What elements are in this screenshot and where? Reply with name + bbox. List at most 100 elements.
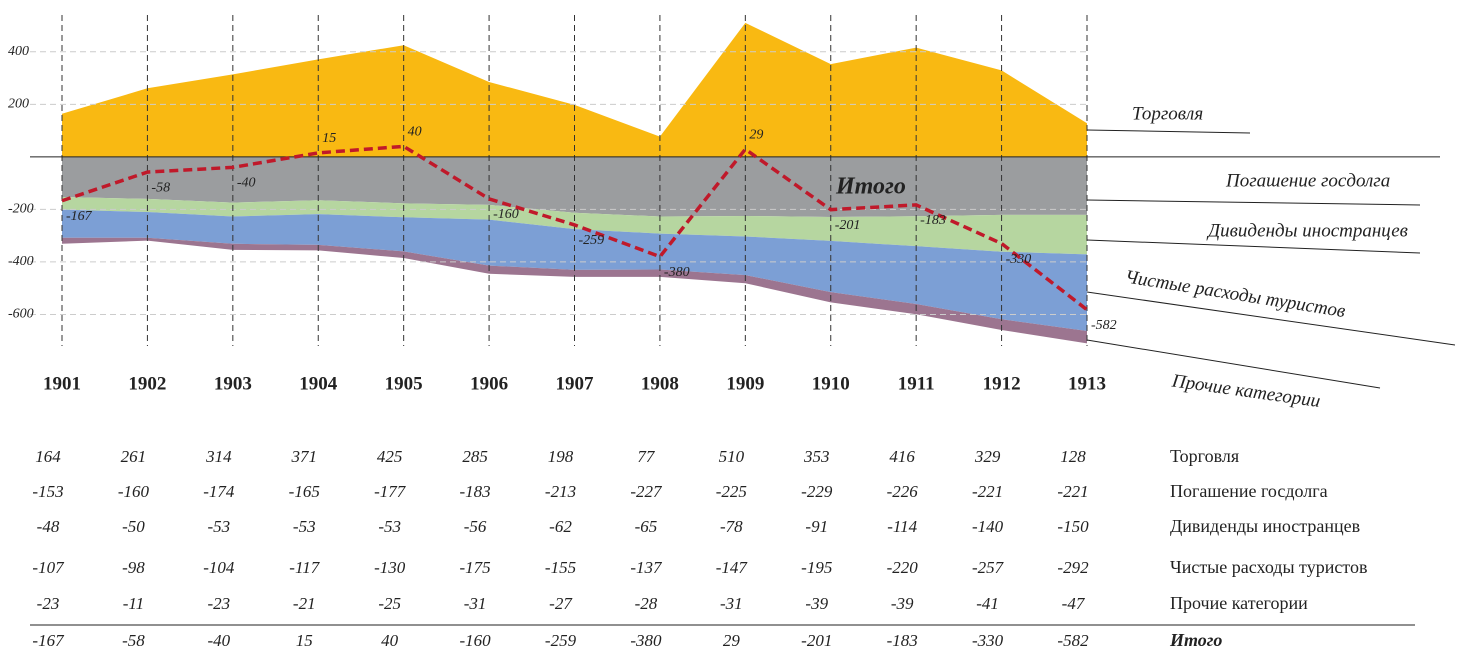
table-cell: -183 (459, 482, 490, 501)
y-tick-label: 200 (8, 97, 29, 112)
table-cell: -229 (801, 482, 833, 501)
data-label: -58 (151, 180, 170, 195)
total-line (61, 144, 1089, 312)
table-cell: -47 (1062, 594, 1086, 613)
leader-line (1086, 339, 1381, 389)
y-tick-label: 400 (8, 44, 29, 59)
table-cell: -50 (122, 517, 145, 536)
x-tick-label: 1912 (983, 373, 1021, 394)
table-cell: -227 (630, 482, 663, 501)
data-label: -259 (579, 233, 605, 248)
data-label: 15 (322, 131, 336, 146)
table-cell: -53 (293, 517, 316, 536)
table-cell: -257 (972, 558, 1005, 577)
table-cell: -98 (122, 558, 145, 577)
leader-line (1086, 239, 1421, 254)
table-cell: -40 (207, 631, 230, 650)
table-cell: -140 (972, 517, 1004, 536)
table-cell: 425 (377, 447, 403, 466)
table-cell: -114 (887, 517, 917, 536)
row-label: Чистые расходы туристов (1170, 557, 1367, 577)
table-cell: 15 (296, 631, 313, 650)
data-label: -40 (237, 176, 256, 191)
data-label: -380 (664, 265, 690, 280)
table-cell: 285 (462, 447, 488, 466)
table-cell: -23 (37, 594, 60, 613)
x-tick-label: 1909 (726, 373, 764, 394)
leader-line (1086, 291, 1456, 346)
table-cell: -25 (378, 594, 401, 613)
table-cell: -23 (207, 594, 230, 613)
table-cell: -91 (805, 517, 828, 536)
table-cell: -582 (1057, 631, 1089, 650)
table-cell: -213 (545, 482, 576, 501)
table-cell: -220 (887, 558, 919, 577)
x-tick-label: 1901 (43, 373, 81, 394)
leader-line (1086, 199, 1421, 206)
table-cell: 353 (803, 447, 830, 466)
table-cell: -160 (459, 631, 491, 650)
table-cell: -160 (118, 482, 150, 501)
data-label: -160 (493, 207, 519, 222)
table-cell: -330 (972, 631, 1004, 650)
data-label: 40 (408, 125, 422, 140)
x-tick-label: 1902 (128, 373, 166, 394)
table-cell: -167 (32, 631, 65, 650)
table-cell: -31 (464, 594, 487, 613)
legend-label: Прочие категории (1170, 370, 1322, 412)
table-cell: 371 (291, 447, 318, 466)
x-tick-label: 1910 (812, 373, 850, 394)
table-cell: 40 (381, 631, 399, 650)
x-tick-label: 1904 (299, 373, 338, 394)
table-cell: -137 (630, 558, 663, 577)
x-tick-label: 1903 (214, 373, 252, 394)
table-cell: -48 (37, 517, 60, 536)
table-cell: -11 (123, 594, 144, 613)
table-cell: -56 (464, 517, 487, 536)
row-label: Торговля (1170, 446, 1239, 466)
table-cell: 128 (1060, 447, 1086, 466)
table-cell: -225 (716, 482, 747, 501)
leader-line (1086, 129, 1251, 134)
table-cell: 77 (637, 447, 656, 466)
table-cell: -292 (1057, 558, 1089, 577)
table-cell: -380 (630, 631, 662, 650)
table-cell: -221 (972, 482, 1003, 501)
table-cell: -175 (459, 558, 490, 577)
y-tick-label: -200 (8, 202, 34, 217)
table-cell: -28 (635, 594, 658, 613)
x-tick-label: 1906 (470, 373, 508, 394)
y-tick-label: -600 (8, 307, 34, 322)
table-cell: -174 (203, 482, 235, 501)
table-cell: -155 (545, 558, 576, 577)
table-cell: -117 (289, 558, 320, 577)
data-label: -201 (835, 218, 861, 233)
table-cell: -150 (1057, 517, 1089, 536)
table-cell: -39 (805, 594, 828, 613)
table-cell: -177 (374, 482, 407, 501)
data-label: -167 (66, 209, 93, 224)
table-cell: -41 (976, 594, 999, 613)
table-cell: 314 (205, 447, 232, 466)
legend-label: Дивиденды иностранцев (1206, 220, 1408, 241)
row-label: Прочие категории (1170, 593, 1308, 613)
x-tick-label: 1908 (641, 373, 679, 394)
row-label: Итого (1169, 630, 1222, 650)
row-label: Дивиденды иностранцев (1170, 516, 1360, 536)
table-cell: -153 (32, 482, 63, 501)
table-cell: -195 (801, 558, 832, 577)
table-cell: 261 (121, 447, 147, 466)
table-cell: 29 (723, 631, 741, 650)
table-cell: -53 (378, 517, 401, 536)
table-cell: 329 (974, 447, 1001, 466)
table-cell: -65 (635, 517, 658, 536)
table-cell: -27 (549, 594, 573, 613)
table-cell: -221 (1057, 482, 1088, 501)
legend-label: Погашение госдолга (1225, 170, 1390, 191)
row-label: Погашение госдолга (1170, 481, 1328, 501)
table-cell: 198 (548, 447, 574, 466)
table-cell: 164 (35, 447, 61, 466)
x-tick-label: 1911 (898, 373, 935, 394)
y-tick-label: -400 (8, 254, 34, 269)
